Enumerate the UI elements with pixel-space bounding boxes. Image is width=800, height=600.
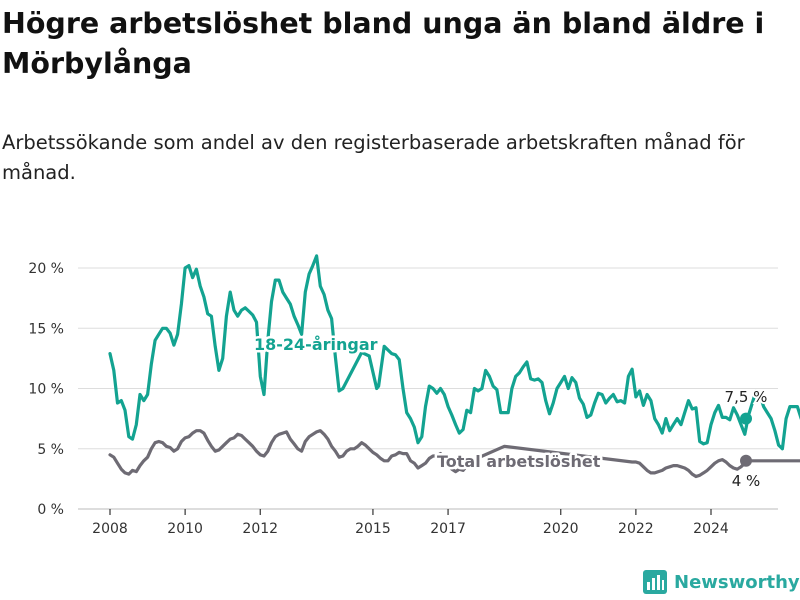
x-axis: 2008 2010 2012 2015 2017 2020 2022 2024	[92, 509, 729, 537]
series-line-total	[108, 429, 800, 479]
series-line-young	[108, 254, 800, 451]
end-point-young	[740, 412, 752, 425]
y-tick-label: 5 %	[37, 442, 64, 458]
series-labels: 18-24-åringar Total arbetslöshet 7,5 % 4 %	[252, 333, 770, 493]
x-tick-label: 2017	[430, 521, 466, 537]
brand-name: Newsworthy	[674, 571, 800, 593]
end-point-total	[740, 454, 752, 467]
y-tick-label: 20 %	[28, 261, 64, 277]
y-tick-label: 15 %	[28, 321, 64, 337]
bar-chart-logo-icon	[643, 570, 667, 594]
x-tick-label: 2024	[693, 521, 729, 537]
series-lines	[108, 254, 800, 479]
series-label-young: 18-24-åringar	[254, 335, 378, 354]
x-tick-label: 2022	[618, 521, 654, 537]
y-tick-label: 0 %	[37, 502, 64, 518]
x-tick-label: 2008	[92, 521, 128, 537]
end-label-young: 7,5 %	[725, 388, 768, 406]
y-axis: 0 % 5 % 10 % 15 % 20 %	[28, 261, 64, 518]
line-chart: 0 %5 %10 %15 %20 % 2008 2010 2012 2015 2017 2…	[28, 254, 800, 537]
y-tick-label: 10 %	[28, 382, 64, 398]
x-tick-label: 2020	[543, 521, 579, 537]
end-label-total: 4 %	[732, 472, 761, 490]
x-tick-label: 2015	[355, 521, 391, 537]
newsworthy-logo[interactable]: Newsworthy	[642, 566, 800, 598]
series-label-total: Total arbetslöshet	[437, 452, 601, 471]
x-tick-label: 2012	[242, 521, 278, 537]
page-title: Högre arbetslöshet bland unga än bland ä…	[2, 7, 765, 80]
page-subtitle: Arbetssökande som andel av den registerb…	[2, 131, 745, 184]
x-tick-label: 2010	[167, 521, 203, 537]
